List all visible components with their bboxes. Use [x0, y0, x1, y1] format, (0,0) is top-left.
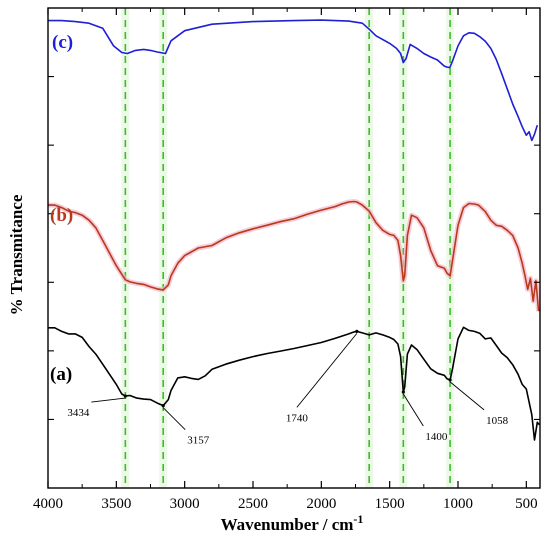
x-tick-label-2000: 2000 [306, 496, 336, 512]
x-tick-label-3000: 3000 [170, 496, 200, 512]
x-axis-title: Wavenumber / cm-1 [221, 512, 364, 534]
reference-lines [121, 8, 455, 488]
annotation-point-1058 [448, 378, 452, 382]
annotation-arrow-1058 [449, 381, 485, 411]
annotation-label-1058: 1058 [486, 415, 509, 427]
y-axis-title: % Transmitance [7, 194, 26, 315]
x-axis-title-text: Wavenumber / cm [221, 515, 354, 534]
annotation-label-3434: 3434 [67, 407, 90, 419]
annotation-arrow-3434 [91, 397, 126, 403]
annotation-point-3434 [123, 394, 127, 398]
spectrum-b [48, 200, 540, 312]
series-label-c: (c) [52, 32, 73, 53]
annotation-point-1400 [401, 390, 405, 394]
annotation-arrow-1400 [402, 393, 424, 427]
annotation-point-3157 [161, 404, 165, 408]
x-tick-label-3500: 3500 [101, 496, 131, 512]
x-tick-label-4000: 4000 [33, 496, 63, 512]
x-axis-ticks: 4000 3500 3000 2500 2000 1500 1000 500 [33, 8, 538, 512]
plot-border [47, 7, 541, 489]
annotation-label-1740: 1740 [286, 412, 309, 424]
series-label-b: (b) [50, 205, 73, 226]
y-axis-ticks [48, 76, 540, 420]
x-axis-title-exponent: -1 [353, 512, 363, 526]
spectrum-a [48, 326, 540, 441]
series-labels: (c) (b) (a) [50, 32, 73, 385]
x-tick-label-1000: 1000 [443, 496, 473, 512]
x-tick-label-500: 500 [515, 496, 538, 512]
plot-frame [47, 7, 541, 489]
peak-annotations: 3434 3157 1740 1400 1058 [67, 329, 509, 447]
annotation-label-3157: 3157 [187, 435, 210, 447]
annotation-arrow-1740 [296, 333, 358, 408]
spectrum-c [48, 19, 539, 142]
x-tick-label-2500: 2500 [238, 496, 268, 512]
x-tick-label-1500: 1500 [375, 496, 405, 512]
spectra [48, 19, 542, 441]
annotation-arrow-3157 [162, 407, 186, 430]
annotation-point-1740 [355, 329, 359, 333]
annotation-label-1400: 1400 [425, 431, 448, 443]
series-label-a: (a) [50, 364, 72, 385]
